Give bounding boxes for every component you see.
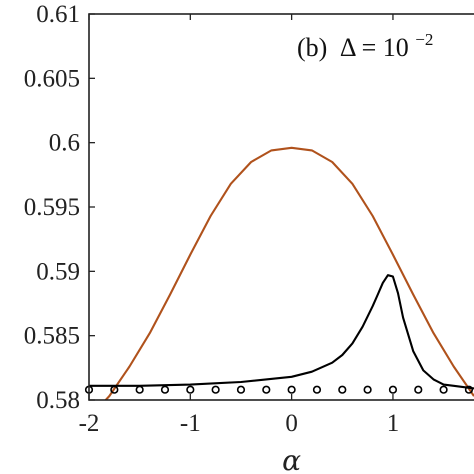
series-2-marker [363, 385, 372, 394]
y-tick-label: 0.605 [24, 65, 80, 92]
x-tick-label: 0 [285, 410, 298, 437]
y-tick-label: 0.585 [24, 323, 80, 350]
y-tick-label: 0.6 [49, 130, 80, 157]
panel-annotation: (b) Δ = 10 −2 [297, 30, 433, 62]
x-axis-label: α [282, 444, 301, 474]
series-2-marker [388, 385, 398, 394]
series-2-marker [262, 385, 271, 394]
annotation-panel: (b) [297, 33, 327, 62]
series-2-marker [211, 385, 220, 394]
y-tick-label: 0.59 [36, 258, 80, 285]
series-2-marker [287, 385, 296, 394]
series-2-marker [439, 385, 448, 394]
annotation-exponent: −2 [415, 30, 433, 49]
series-2-marker [414, 385, 423, 394]
axis-ticks: -2 -1 0 1 0.58 0.585 0.59 0.595 0.6 0.605 0.61 [24, 1, 399, 437]
x-tick-label: -1 [180, 410, 201, 437]
series-2-marker [110, 385, 119, 394]
axes-box [88, 13, 474, 401]
x-tick-label: 1 [387, 410, 400, 437]
x-tick-label: -2 [79, 410, 100, 437]
series-0-line [104, 146, 474, 400]
annotation-equals: = [362, 33, 383, 62]
series-2-marker [186, 385, 195, 394]
plot-area [84, 146, 474, 400]
series-2-marker [135, 385, 144, 394]
y-tick-label: 0.61 [36, 1, 80, 28]
annotation-base: 10 [383, 33, 409, 62]
series-2-marker [338, 385, 347, 394]
y-tick-label: 0.58 [36, 387, 80, 414]
annotation-symbol: Δ [340, 33, 356, 62]
y-tick-label: 0.595 [24, 194, 80, 221]
series-2-marker [464, 385, 474, 394]
series-1-line [89, 274, 474, 390]
series-2-marker [160, 385, 170, 394]
series-2-marker [236, 385, 246, 394]
series-2-marker [312, 385, 322, 394]
